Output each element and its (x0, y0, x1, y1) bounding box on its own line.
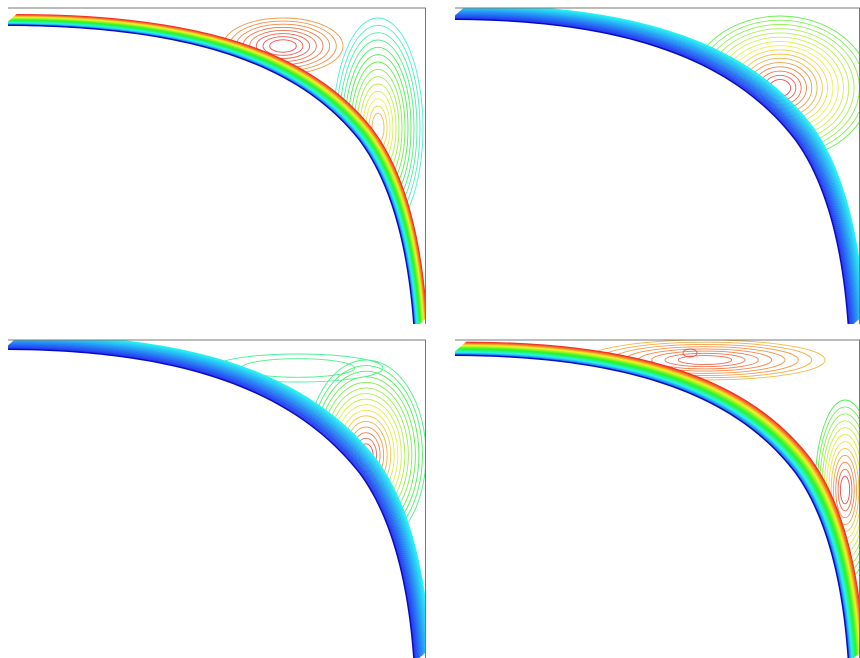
body-region (3, 26, 413, 329)
body-region (450, 20, 848, 329)
contour-panel (3, 8, 427, 329)
panel-content (3, 15, 427, 329)
contour-panel (3, 335, 430, 658)
panel-content (3, 335, 430, 658)
vortex-contour (683, 349, 697, 357)
contour-panel (450, 340, 860, 658)
vortex-contour (840, 476, 849, 504)
panel-content (450, 5, 860, 329)
body-region (3, 350, 413, 658)
contour-figure (0, 0, 860, 658)
vortex-contour (270, 40, 297, 52)
body-region (450, 356, 848, 658)
vortex-contour (836, 462, 854, 517)
panel-content (450, 340, 860, 658)
contour-panel (450, 5, 860, 329)
